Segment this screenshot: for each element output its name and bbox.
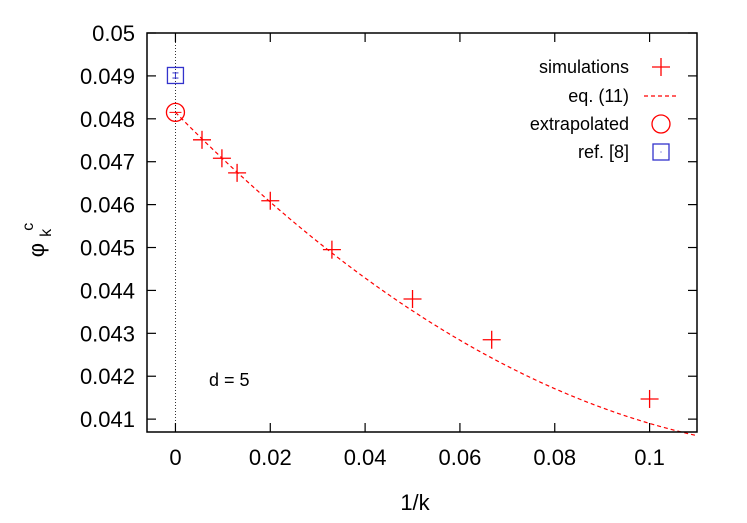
y-axis-ticks: 0.041 0.042 0.043 0.044 0.045 0.046 0.047 0.048…	[80, 21, 697, 432]
y-axis-label-sup: c	[20, 223, 37, 231]
legend-label-ref8: ref. [8]	[578, 142, 629, 162]
simulation-point	[261, 191, 280, 210]
y-tick-label: 0.042	[80, 364, 135, 389]
y-tick-label: 0.046	[80, 193, 135, 218]
y-tick-label: 0.047	[80, 150, 135, 175]
y-axis-label: φ k c	[20, 223, 56, 258]
y-tick-label: 0.043	[80, 321, 135, 346]
simulation-point	[193, 130, 211, 149]
x-tick-label: 0.08	[533, 445, 576, 470]
y-tick-label: 0.045	[80, 236, 135, 261]
x-axis-label: 1/k	[400, 490, 430, 515]
y-axis-label-base: φ	[24, 243, 49, 257]
legend-plus	[652, 58, 670, 76]
plot-frame	[146, 32, 698, 433]
legend-label-simulations: simulations	[539, 57, 629, 77]
legend-symbol-simulations	[652, 58, 670, 76]
annotation-dimension: d = 5	[209, 370, 250, 390]
simulation-point	[640, 389, 659, 408]
y-axis-label-text: φ k c	[20, 223, 56, 258]
y-tick-label: 0.041	[80, 407, 135, 432]
simulation-point	[322, 240, 341, 259]
legend-label-extrapolated: extrapolated	[530, 114, 629, 134]
x-tick-label: 0.06	[439, 445, 482, 470]
legend: simulations eq. (11) extrapolated ref. […	[530, 57, 678, 162]
simulation-point	[228, 163, 247, 182]
simulation-point	[212, 149, 231, 168]
y-tick-label: 0.05	[92, 21, 135, 46]
extrapolated-point	[165, 102, 186, 123]
legend-symbol-extrapolated	[651, 114, 671, 134]
y-tick-label: 0.048	[80, 107, 135, 132]
simulation-point	[403, 290, 422, 308]
reference-point	[166, 66, 185, 85]
y-tick-label: 0.049	[80, 64, 135, 89]
y-axis-label-sub: k	[38, 228, 55, 237]
x-tick-label: 0.04	[344, 445, 387, 470]
x-axis-ticks: 0 0.02 0.04 0.06 0.08 0.1	[169, 33, 665, 470]
x-tick-label: 0.02	[249, 445, 292, 470]
data-marks	[165, 66, 659, 408]
x-tick-label: 0	[169, 445, 181, 470]
legend-symbol-ref8	[652, 143, 670, 161]
y-tick-label: 0.044	[80, 278, 135, 303]
legend-label-eq11: eq. (11)	[568, 86, 629, 106]
fit-curve-eq-11	[175, 111, 698, 437]
simulation-point	[482, 330, 501, 349]
x-tick-label: 0.1	[634, 445, 665, 470]
